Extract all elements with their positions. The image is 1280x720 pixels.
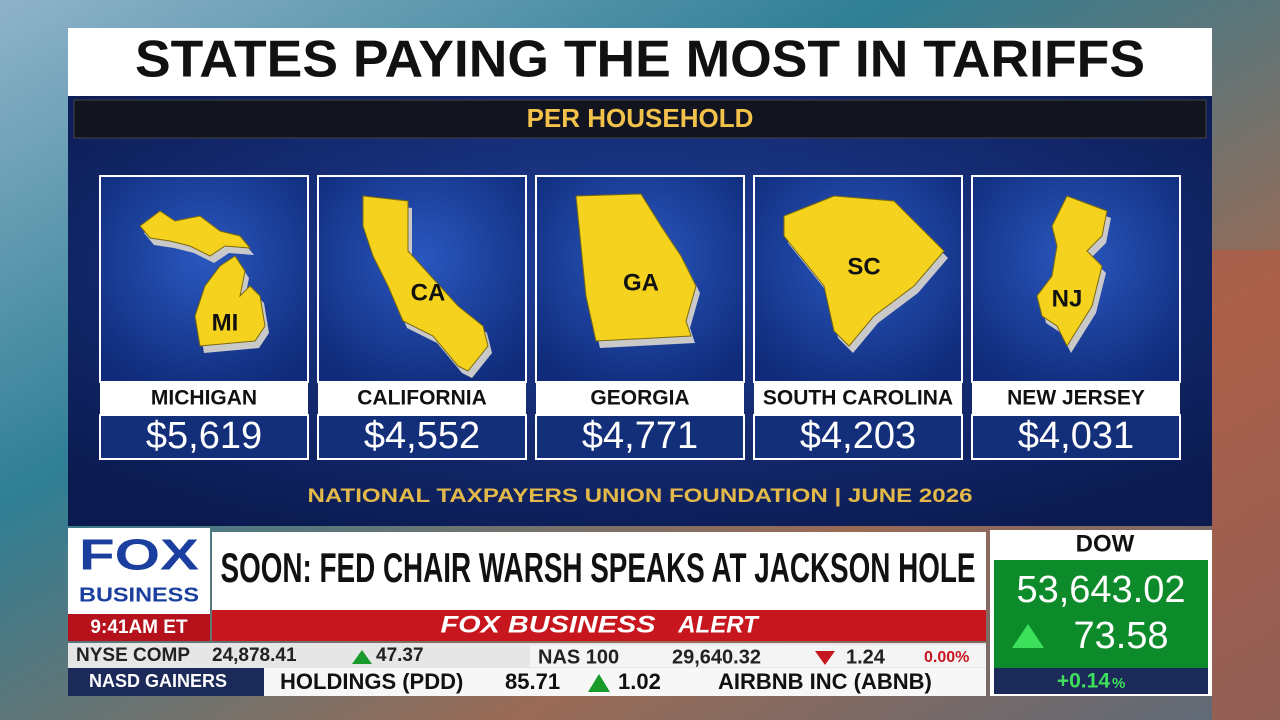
amount-box [753, 414, 963, 460]
state-name: NEW JERSEY [1007, 387, 1145, 410]
ticker-label-box [68, 668, 264, 696]
ticker-symbol: AIRBNB INC (ABNB) [718, 669, 932, 694]
headline-box [212, 532, 986, 610]
down-arrow [815, 651, 835, 665]
up-arrow [352, 650, 372, 664]
amount-box [535, 414, 745, 460]
subtitle: PER HOUSEHOLD [527, 103, 754, 133]
containers [1212, 250, 1280, 720]
state-abbr: GA [623, 269, 659, 296]
state-name-box [318, 382, 526, 415]
ticker-change: 1.24 [846, 646, 886, 668]
state-card: MI MICHIGAN $5,619 [99, 175, 309, 460]
state-name-box [754, 382, 962, 415]
amount-box [99, 414, 309, 460]
time-bar [68, 614, 210, 641]
amount: $5,619 [146, 415, 262, 457]
state-abbr: MI [212, 309, 239, 336]
headline: SOON: FED CHAIR WARSH SPEAKS AT JACKSON … [221, 544, 976, 591]
alert-word: ALERT [677, 611, 760, 638]
state-abbr: SC [847, 253, 880, 280]
ticker-change: 47.37 [376, 645, 424, 666]
ticker-symbol: NYSE COMP [76, 645, 190, 666]
dow-label: DOW [1076, 530, 1135, 557]
ticker-price: 29,640.32 [672, 646, 761, 668]
state-name: MICHIGAN [151, 387, 257, 410]
amount: $4,203 [800, 415, 916, 457]
logo-fox: FOX [79, 531, 199, 580]
alert-brand: FOX BUSINESS [441, 611, 656, 638]
ticker-price: 85.71 [505, 669, 560, 694]
logo-business: BUSINESS [79, 584, 199, 606]
title-bar [68, 28, 1212, 96]
state-name: SOUTH CAROLINA [763, 387, 953, 410]
state-abbr: CA [411, 279, 446, 306]
ticker-change: 1.02 [618, 669, 661, 694]
time: 9:41AM ET [90, 617, 188, 638]
state-name-box [100, 382, 308, 415]
ticker-label: NASD GAINERS [89, 671, 227, 691]
amount: $4,771 [582, 415, 698, 457]
amount-box [971, 414, 1181, 460]
amount: $4,552 [364, 415, 480, 457]
amount: $4,031 [1018, 415, 1134, 457]
state-card: NJ NEW JERSEY $4,031 [971, 175, 1181, 460]
ticker-symbol: NAS 100 [538, 646, 619, 668]
state-name-box [536, 382, 744, 415]
dow-value: 53,643.02 [1016, 569, 1185, 611]
dow-panel [994, 560, 1208, 668]
state-cards: MI MICHIGAN $5,619 CA CALIFORNIA $4,552 GA GEOR… [99, 175, 1181, 460]
state-abbr: NJ [1052, 285, 1083, 312]
ticker-symbol: HOLDINGS (PDD) [280, 669, 463, 694]
ticker-percent: 0.00% [924, 649, 969, 666]
ticker-price: 24,878.41 [212, 645, 297, 666]
up-arrow [1012, 624, 1044, 648]
up-arrow [588, 674, 610, 692]
subtitle-bar [73, 99, 1207, 139]
title: STATES PAYING THE MOST IN TARIFFS [135, 31, 1145, 89]
state-name-box [972, 382, 1180, 415]
dow-percent-bar [994, 668, 1208, 694]
state-card: CA CALIFORNIA $4,552 [317, 175, 527, 460]
alert-bar [212, 610, 986, 641]
dow-percent-sign: % [1112, 675, 1125, 692]
dow-percent: +0.14 [1057, 670, 1110, 693]
state-name: GEORGIA [590, 387, 689, 410]
state-name: CALIFORNIA [357, 387, 487, 410]
dow-change: 73.58 [1073, 615, 1168, 657]
ticker-cell [530, 645, 986, 667]
logo-box [68, 528, 210, 614]
amount-box [317, 414, 527, 460]
state-card: SC SOUTH CAROLINA $4,203 [753, 175, 963, 460]
source: NATIONAL TAXPAYERS UNION FOUNDATION | JU… [308, 486, 973, 507]
state-card: GA GEORGIA $4,771 [535, 175, 745, 460]
